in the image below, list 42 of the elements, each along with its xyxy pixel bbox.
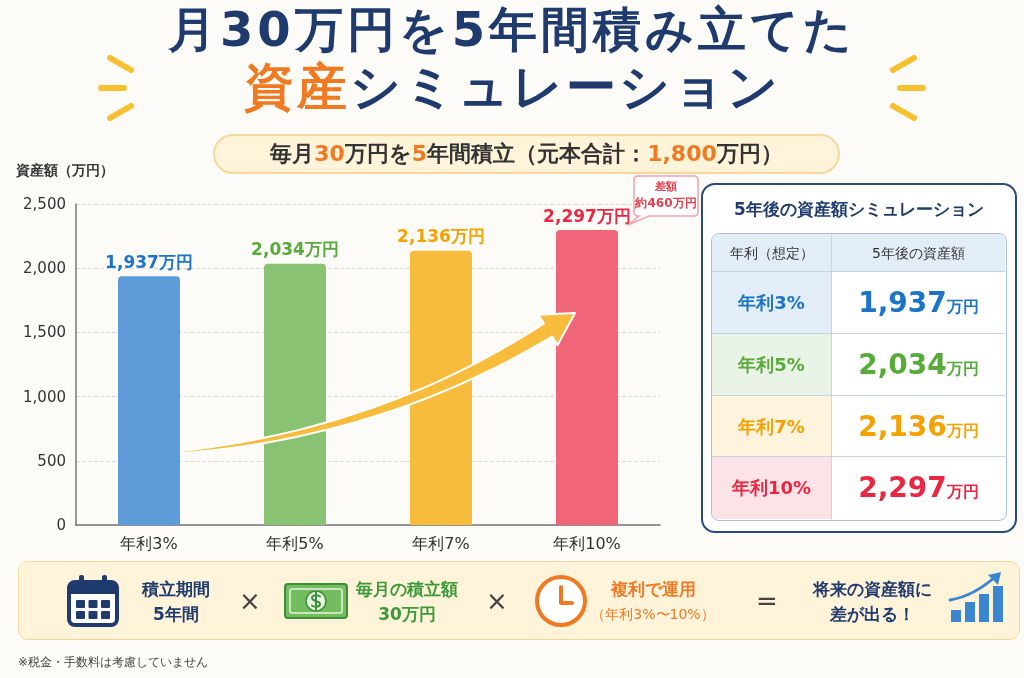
text: ※税金・手数料は考慮していません xyxy=(18,654,209,671)
text: 積立期間 xyxy=(142,579,210,599)
text: 差額 xyxy=(654,179,678,194)
text: 30万円 xyxy=(378,604,436,624)
y-tick-label: 1,000 xyxy=(23,387,66,406)
text: 2,297万円 xyxy=(858,471,979,505)
x-tick-label: 年利5% xyxy=(266,533,324,553)
text: 差が出る！ xyxy=(828,603,916,626)
chart-subtitle: 毎月30万円を5年間積立（元本合計：1,800万円） xyxy=(270,141,783,166)
text: 毎月の積立額 xyxy=(356,579,458,599)
text: × xyxy=(238,585,262,618)
category-label: 年利10% xyxy=(731,477,812,499)
data-label: 2,136万円 xyxy=(397,226,485,247)
data-label: 2,034万円 xyxy=(251,239,339,260)
text: 1,937万円 xyxy=(858,286,979,319)
y-axis-title: 資産額（万円） xyxy=(16,162,114,180)
category-label: 年利7% xyxy=(738,415,805,437)
annotation: 約460万円 xyxy=(634,195,698,211)
text: 2,136万円 xyxy=(858,409,979,443)
y-tick-label: 0 xyxy=(56,516,66,534)
data-label: 1,937万円 xyxy=(105,251,193,272)
y-tick-label: 1,500 xyxy=(23,323,66,342)
text: × xyxy=(485,585,509,618)
x-tick-label: 年利7% xyxy=(412,533,470,553)
text: 5年後の資産額 xyxy=(832,234,1005,272)
y-tick-label: 500 xyxy=(37,451,66,470)
text: 将来の資産額に xyxy=(811,578,933,601)
text: 2,034万円 xyxy=(858,347,979,381)
data-label: 2,297万円 xyxy=(543,205,631,226)
text: 5年間 xyxy=(153,604,199,624)
category-label: 年利3% xyxy=(738,292,805,313)
text: 年利（想定） xyxy=(712,234,832,272)
chart-title: 月30万円を5年間積み立てた資産シミュレーション xyxy=(166,0,858,116)
text: = xyxy=(755,585,779,618)
category-label: 年利5% xyxy=(738,353,805,375)
x-tick-label: 年利3% xyxy=(120,533,178,553)
text: 5年後の資産額シミュレーション xyxy=(733,198,985,221)
y-tick-label: 2,500 xyxy=(23,195,66,213)
text: （年利3%〜10%） xyxy=(590,605,716,624)
x-tick-label: 年利10% xyxy=(553,533,621,553)
text: 複利で運用 xyxy=(609,578,697,601)
y-tick-label: 2,000 xyxy=(23,259,66,278)
